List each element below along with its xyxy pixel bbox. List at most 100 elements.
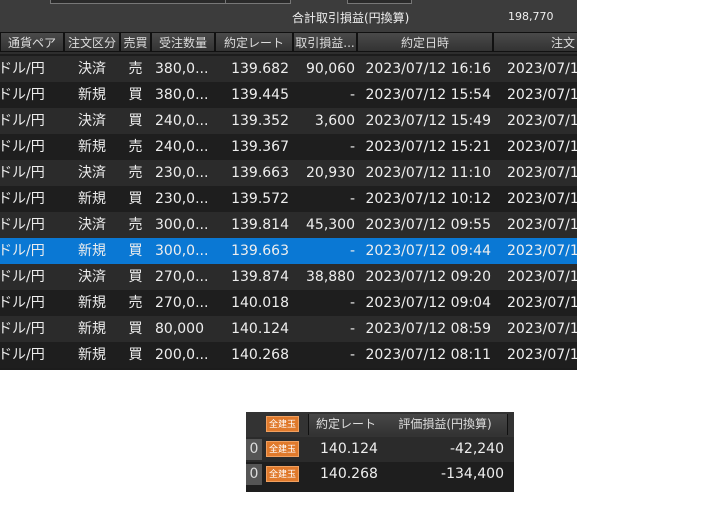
table-row[interactable]: ドル/円 決済 売 300,0... 139.814 45,300 2023/07/12 0… bbox=[0, 212, 577, 238]
cell-currency-pair: ドル/円 bbox=[0, 61, 45, 77]
cell-order-date: 2023/07/1 bbox=[507, 321, 577, 337]
header-rate[interactable]: 約定レート bbox=[215, 32, 293, 52]
cell-trade-pl: 45,300 bbox=[306, 217, 355, 233]
cell-order-date: 2023/07/1 bbox=[507, 139, 577, 155]
cell-rate: 140.124 bbox=[320, 441, 378, 457]
cell-trade-pl: - bbox=[349, 87, 355, 103]
table-row[interactable]: ドル/円 新規 買 300,0... 139.663 -2023/07/12 09:44 2… bbox=[0, 238, 577, 264]
cell-side: 買 bbox=[128, 191, 143, 207]
cell-currency-pair: ドル/円 bbox=[0, 217, 45, 233]
cell-currency-pair: ドル/円 bbox=[0, 165, 45, 181]
total-pl-label: 合計取引損益(円換算) bbox=[292, 11, 410, 25]
filter-field[interactable] bbox=[225, 0, 291, 4]
cell-order-date: 2023/07/1 bbox=[507, 87, 577, 103]
cell-order-type: 新規 bbox=[78, 347, 106, 363]
table-row[interactable]: ドル/円 決済 買 270,0... 139.874 38,880 2023/07/12 0… bbox=[0, 264, 577, 290]
cell-order-type: 新規 bbox=[78, 87, 106, 103]
cell-side: 売 bbox=[128, 139, 143, 155]
cell-order-type: 決済 bbox=[78, 61, 106, 77]
cell-order-type: 新規 bbox=[78, 243, 106, 259]
header-quantity[interactable]: 受注数量 bbox=[151, 32, 215, 52]
cell-rate: 139.367 bbox=[231, 139, 289, 155]
cell-currency-pair: ドル/円 bbox=[0, 87, 45, 103]
header-side[interactable]: 売買 bbox=[120, 32, 151, 52]
cell-trade-pl: 3,600 bbox=[314, 113, 355, 129]
position-row[interactable]: 0 全建玉 140.124 -42,240 bbox=[246, 437, 514, 462]
total-pl-value: 198,770 bbox=[508, 10, 554, 23]
cell-order-date: 2023/07/1 bbox=[507, 295, 577, 311]
cell-trade-pl: 38,880 bbox=[306, 269, 355, 285]
cell-currency-pair: ドル/円 bbox=[0, 113, 45, 129]
header-trade-pl[interactable]: 取引損益... bbox=[293, 32, 357, 52]
header-currency-pair[interactable]: 通貨ペア bbox=[0, 32, 64, 52]
cell-trade-pl: - bbox=[349, 295, 355, 311]
cell-currency-pair: ドル/円 bbox=[0, 321, 45, 337]
cell-quantity: 380,0... bbox=[155, 87, 209, 103]
cell-currency-pair: ドル/円 bbox=[0, 347, 45, 363]
header-order-date[interactable]: 注文日 bbox=[493, 32, 577, 52]
cell-valuation-pl: -134,400 bbox=[441, 466, 504, 482]
filter-field[interactable] bbox=[347, 0, 412, 4]
table-row[interactable]: ドル/円 新規 買 380,0... 139.445 -2023/07/12 15:54 2… bbox=[0, 82, 577, 108]
table-row[interactable]: ドル/円 新規 売 270,0... 140.018 -2023/07/12 09:04 2… bbox=[0, 290, 577, 316]
all-positions-badge[interactable]: 全建玉 bbox=[266, 466, 299, 482]
cell-side: 買 bbox=[128, 113, 143, 129]
cell-exec-time: 2023/07/12 09:55 bbox=[365, 217, 492, 233]
cell-side: 売 bbox=[128, 217, 143, 233]
cell-quantity: 230,0... bbox=[155, 191, 209, 207]
cell-exec-time: 2023/07/12 08:11 bbox=[365, 347, 492, 363]
cell-exec-time: 2023/07/12 15:54 bbox=[365, 87, 492, 103]
header-exec-time[interactable]: 約定日時 bbox=[357, 32, 493, 52]
cell-currency-pair: ドル/円 bbox=[0, 191, 45, 207]
cell-side: 買 bbox=[128, 87, 143, 103]
header-order-type[interactable]: 注文区分 bbox=[64, 32, 120, 52]
table-row[interactable]: ドル/円 新規 買 230,0... 139.572 -2023/07/12 10:12 2… bbox=[0, 186, 577, 212]
cell-rate: 139.663 bbox=[231, 165, 289, 181]
position-row[interactable]: 0 全建玉 140.268 -134,400 bbox=[246, 462, 514, 487]
table-row[interactable]: ドル/円 新規 買 80,000 140.124 -2023/07/12 08:59 202… bbox=[0, 316, 577, 342]
positions-panel: 全建玉 約定レート 評価損益(円換算) 0 全建玉 140.124 -42,240 0 全… bbox=[246, 412, 514, 492]
cell-quantity: 230,0... bbox=[155, 165, 209, 181]
cell-rate: 140.268 bbox=[320, 466, 378, 482]
cell-order-type: 新規 bbox=[78, 139, 106, 155]
table-row[interactable]: ドル/円 決済 買 240,0... 139.352 3,600 2023/07/12 15… bbox=[0, 108, 577, 134]
cell-valuation-pl: -42,240 bbox=[449, 441, 504, 457]
cell-rate: 140.124 bbox=[231, 321, 289, 337]
cell-exec-time: 2023/07/12 11:10 bbox=[365, 165, 492, 181]
cell-order-type: 決済 bbox=[78, 217, 106, 233]
cell-order-date: 2023/07/1 bbox=[507, 191, 577, 207]
cell-exec-time: 2023/07/12 09:44 bbox=[365, 243, 492, 259]
all-positions-badge[interactable]: 全建玉 bbox=[266, 416, 299, 432]
cell-side: 売 bbox=[128, 61, 143, 77]
cell-order-type: 決済 bbox=[78, 113, 106, 129]
cell-rate: 140.268 bbox=[231, 347, 289, 363]
cell-order-type: 新規 bbox=[78, 295, 106, 311]
cell-order-date: 2023/07/1 bbox=[507, 269, 577, 285]
cell-exec-time: 2023/07/12 08:59 bbox=[365, 321, 492, 337]
cell-currency-pair: ドル/円 bbox=[0, 139, 45, 155]
cell-order-date: 2023/07/1 bbox=[507, 165, 577, 181]
all-positions-badge[interactable]: 全建玉 bbox=[266, 441, 299, 457]
cell-side: 買 bbox=[128, 321, 143, 337]
cell-side: 売 bbox=[128, 165, 143, 181]
header-valuation-pl[interactable]: 評価損益(円換算) bbox=[383, 414, 508, 435]
cell-trade-pl: - bbox=[349, 139, 355, 155]
table-row[interactable]: ドル/円 決済 売 380,0... 139.682 90,060 2023/07/12 1… bbox=[0, 56, 577, 82]
cell-quantity: 300,0... bbox=[155, 217, 209, 233]
cell-rate: 139.572 bbox=[231, 191, 289, 207]
filter-field[interactable] bbox=[50, 0, 237, 4]
cell-currency-pair: ドル/円 bbox=[0, 269, 45, 285]
header-rate[interactable]: 約定レート bbox=[308, 414, 384, 435]
cell-quantity: 380,0... bbox=[155, 61, 209, 77]
cell-trade-pl: - bbox=[349, 243, 355, 259]
table-row[interactable]: ドル/円 新規 売 240,0... 139.367 -2023/07/12 15:21 2… bbox=[0, 134, 577, 160]
cell-quantity: 240,0... bbox=[155, 113, 209, 129]
lead-cell: 0 bbox=[246, 439, 262, 460]
table-row[interactable]: ドル/円 決済 売 230,0... 139.663 20,930 2023/07/12 1… bbox=[0, 160, 577, 186]
cell-exec-time: 2023/07/12 15:49 bbox=[365, 113, 492, 129]
cell-trade-pl: - bbox=[349, 347, 355, 363]
cell-currency-pair: ドル/円 bbox=[0, 295, 45, 311]
cell-order-type: 決済 bbox=[78, 269, 106, 285]
table-row[interactable]: ドル/円 新規 買 200,0... 140.268 -2023/07/12 08:11 2… bbox=[0, 342, 577, 368]
